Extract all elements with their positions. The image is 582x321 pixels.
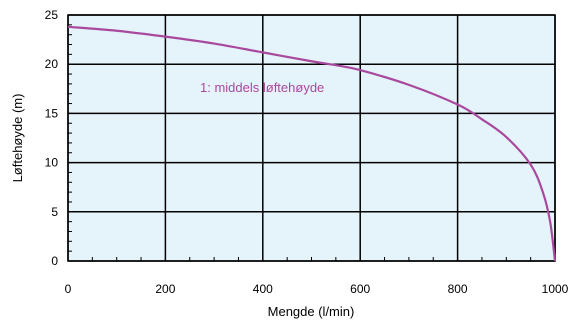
tick-labels: 0 200 400 600 800 1000 0 5 10 15 20 25: [45, 8, 569, 296]
y-tick-label-0: 0: [51, 254, 58, 268]
x-tick-label-0: 0: [65, 282, 72, 296]
plot-background: [68, 15, 555, 261]
x-tick-label-200: 200: [155, 282, 175, 296]
plot-frame: [67, 14, 556, 262]
y-axis-title: Løftehøyde (m): [10, 94, 25, 183]
x-tick-label-400: 400: [253, 282, 273, 296]
x-tick-label-1000: 1000: [542, 282, 569, 296]
series-label: 1: middels løftehøyde: [200, 80, 324, 95]
y-tick-label-25: 25: [45, 8, 59, 22]
x-tick-label-800: 800: [448, 282, 468, 296]
y-tick-label-15: 15: [45, 106, 59, 120]
y-tick-label-5: 5: [51, 205, 58, 219]
y-tick-label-10: 10: [45, 156, 59, 170]
y-tick-label-20: 20: [45, 57, 59, 71]
x-tick-label-600: 600: [350, 282, 370, 296]
series-line-middels-lofthoyde: [67, 25, 557, 262]
x-axis-title: Mengde (l/min): [268, 304, 355, 319]
